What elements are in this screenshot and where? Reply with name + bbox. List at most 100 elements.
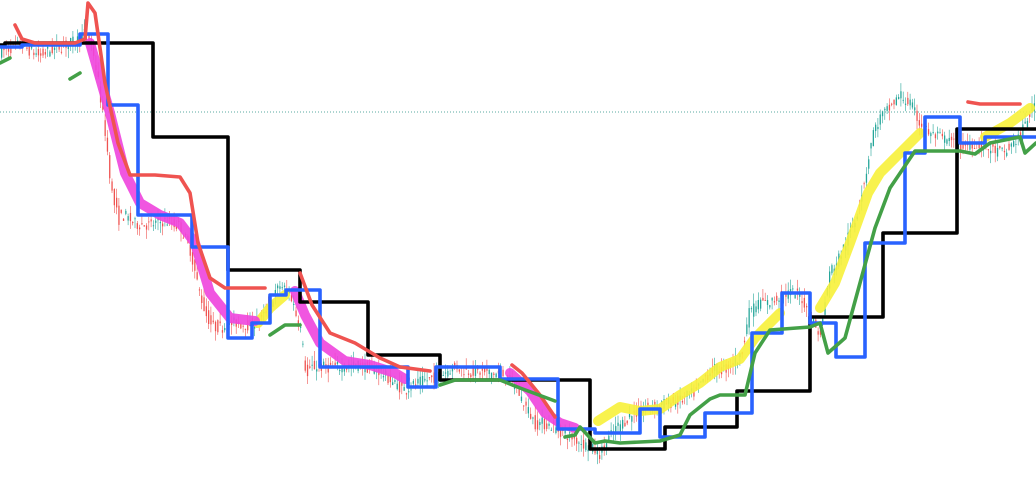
candle xyxy=(136,221,138,235)
candle xyxy=(550,427,552,431)
candle xyxy=(879,109,881,131)
candle xyxy=(486,359,488,380)
candle xyxy=(495,372,497,378)
candle xyxy=(198,287,201,296)
candle xyxy=(113,188,115,213)
candle xyxy=(585,438,587,452)
candle xyxy=(948,129,950,147)
candle xyxy=(794,294,796,299)
candle xyxy=(831,263,833,276)
candle xyxy=(47,45,49,57)
candle xyxy=(771,297,773,310)
candle xyxy=(898,94,900,100)
candle xyxy=(764,292,766,302)
candle xyxy=(1015,139,1017,154)
candle xyxy=(992,142,994,154)
candle xyxy=(1001,146,1003,152)
candle xyxy=(419,369,421,395)
candle xyxy=(316,360,318,381)
candle xyxy=(927,122,930,137)
series-line-4 xyxy=(0,56,1036,445)
candle xyxy=(125,208,127,216)
candle xyxy=(930,131,932,144)
candle xyxy=(297,315,299,331)
candle xyxy=(527,398,529,418)
candle xyxy=(203,288,205,312)
candle xyxy=(205,298,207,323)
candle xyxy=(433,362,435,390)
candle xyxy=(392,377,394,386)
candle xyxy=(937,126,939,140)
candle xyxy=(152,220,155,232)
candle xyxy=(408,387,410,399)
candle xyxy=(530,407,532,420)
candle xyxy=(1026,117,1029,128)
candle xyxy=(875,122,877,138)
candle xyxy=(536,411,539,436)
candle xyxy=(311,355,313,371)
candle xyxy=(467,369,470,379)
candle xyxy=(881,110,884,124)
candle xyxy=(217,319,219,335)
candle xyxy=(801,291,803,314)
candle xyxy=(941,129,943,140)
candle xyxy=(578,441,580,453)
candle xyxy=(610,422,612,438)
candle xyxy=(208,301,210,330)
candle xyxy=(122,217,125,221)
candle xyxy=(914,98,916,116)
candle xyxy=(596,443,598,465)
candle xyxy=(799,287,801,305)
candle xyxy=(283,282,286,290)
candle xyxy=(106,130,109,156)
candle xyxy=(323,358,325,367)
series-line-5 xyxy=(85,38,580,433)
candle xyxy=(210,306,212,333)
candle xyxy=(49,50,51,58)
candle xyxy=(428,377,431,381)
candle xyxy=(442,371,444,377)
candle xyxy=(750,306,753,313)
candle xyxy=(796,279,799,300)
candle xyxy=(996,140,999,162)
candle xyxy=(219,311,221,326)
candle xyxy=(907,91,909,106)
candle xyxy=(484,368,486,376)
candle xyxy=(534,406,536,432)
candle xyxy=(785,283,787,307)
candle xyxy=(162,220,164,236)
candle xyxy=(143,225,145,227)
candle xyxy=(582,433,585,457)
candle xyxy=(904,97,907,112)
candle xyxy=(580,435,582,452)
candle xyxy=(127,213,129,226)
candle xyxy=(309,359,311,370)
candle xyxy=(417,370,419,388)
candle xyxy=(129,206,132,229)
candle xyxy=(304,356,306,373)
candle xyxy=(769,304,771,310)
candle xyxy=(934,132,937,147)
candle xyxy=(755,300,757,317)
candle xyxy=(944,131,946,152)
candle xyxy=(539,418,541,431)
candle xyxy=(1006,148,1008,158)
candle xyxy=(615,416,617,441)
candle xyxy=(306,357,309,384)
candle xyxy=(746,317,748,337)
candle xyxy=(224,323,226,333)
candle xyxy=(109,152,111,184)
candle xyxy=(134,216,136,229)
candle xyxy=(895,94,897,106)
candle xyxy=(953,132,955,148)
candle xyxy=(624,416,626,427)
candle xyxy=(410,382,412,398)
candle xyxy=(748,300,750,335)
candle xyxy=(619,420,621,441)
candle xyxy=(762,289,764,301)
candle xyxy=(148,217,150,231)
candle xyxy=(104,113,106,142)
candle xyxy=(40,48,42,63)
candle xyxy=(212,311,214,325)
